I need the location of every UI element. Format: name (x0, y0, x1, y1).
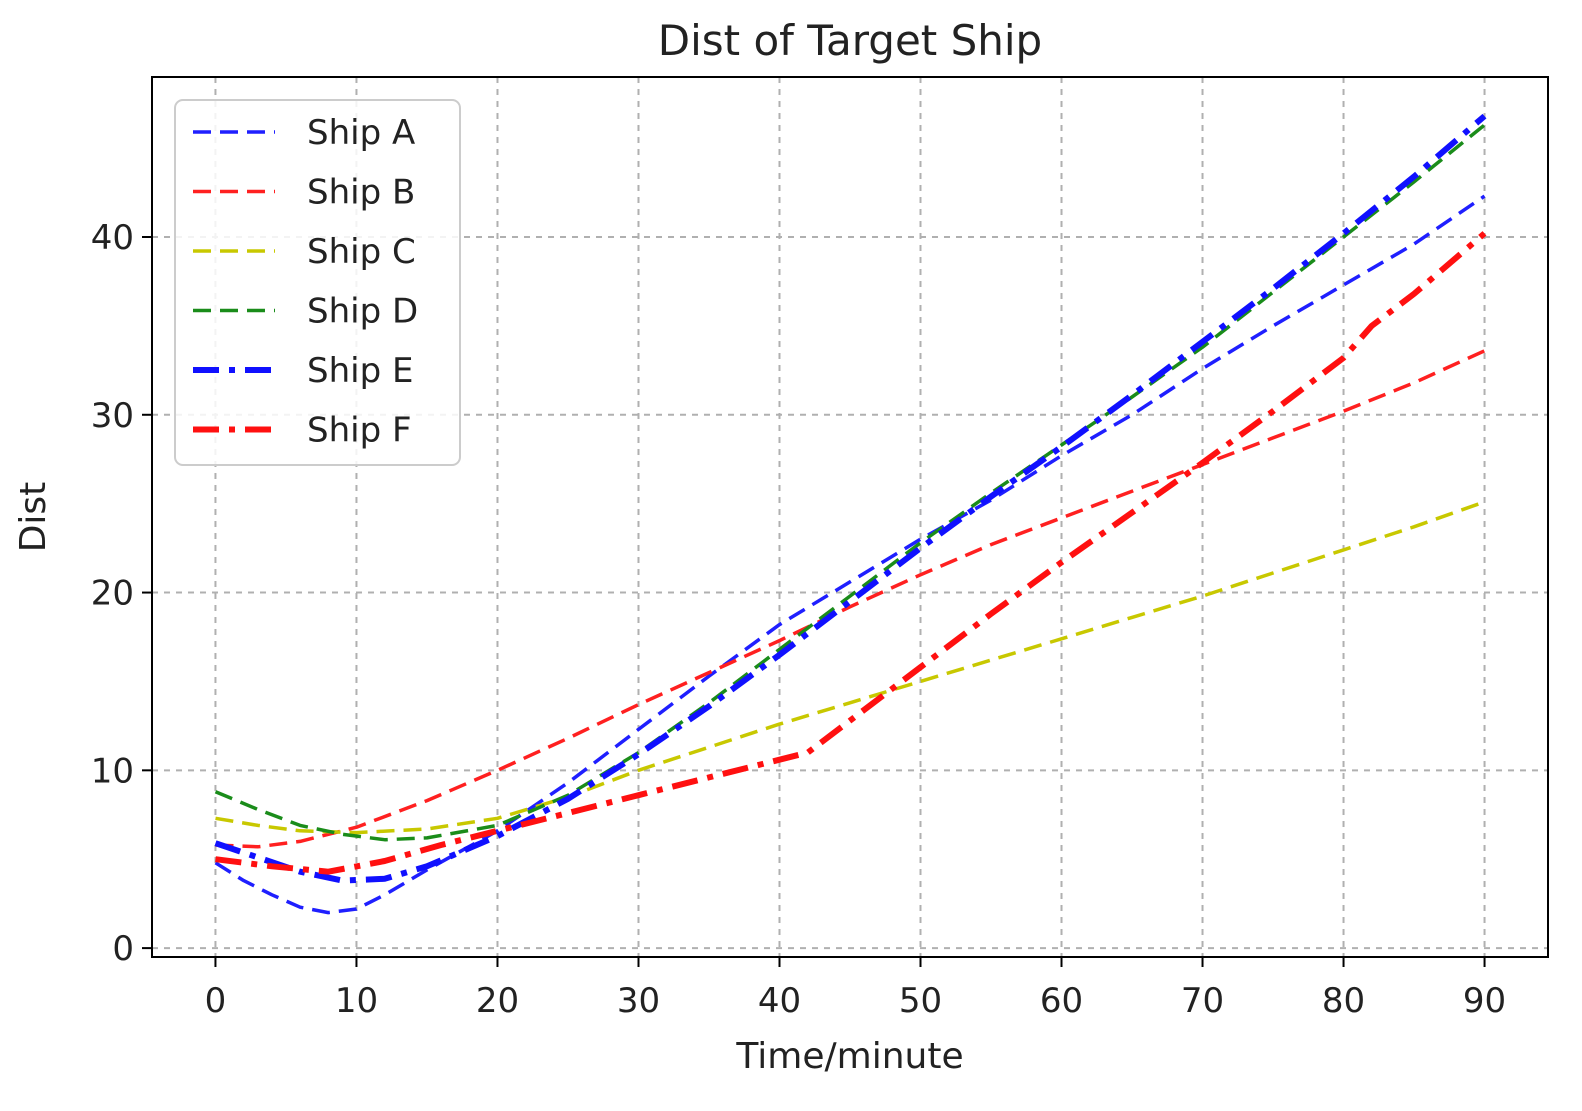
legend-label: Ship C (307, 232, 416, 272)
x-tick-label: 50 (899, 981, 942, 1021)
y-tick-label: 0 (112, 929, 134, 969)
y-axis-label: Dist (13, 482, 54, 553)
series-line-ship-a (214, 194, 1486, 915)
x-tick-label: 20 (476, 981, 519, 1021)
y-tick-label: 30 (91, 396, 134, 436)
series-line-ship-d (214, 123, 1486, 842)
x-tick-label: 0 (205, 981, 227, 1021)
x-axis-label: Time/minute (735, 1036, 963, 1077)
x-tick-label: 80 (1322, 981, 1365, 1021)
legend-label: Ship A (307, 113, 415, 153)
x-tick-label: 30 (617, 981, 660, 1021)
x-tick-label: 60 (1040, 981, 1083, 1021)
y-tick-label: 10 (91, 751, 134, 791)
legend: Ship A Ship B Ship C Ship D Ship E Ship F (174, 99, 461, 466)
legend-box (174, 99, 461, 466)
series-line-ship-c (215, 500, 1486, 835)
chart-title: Dist of Target Ship (658, 16, 1042, 65)
series-line-ship-e (214, 113, 1487, 884)
series-lines (214, 113, 1487, 915)
y-tick-label: 40 (91, 218, 134, 258)
x-tick-label: 40 (758, 981, 801, 1021)
legend-label: Ship F (307, 411, 412, 451)
x-tick-label: 70 (1181, 981, 1224, 1021)
legend-label: Ship B (307, 173, 415, 213)
series-line-ship-f (215, 231, 1487, 875)
y-tick-label: 20 (91, 574, 134, 614)
plot-frame (151, 76, 1549, 958)
legend-label: Ship D (307, 292, 418, 332)
legend-label: Ship E (307, 351, 413, 391)
axis-ticks: 0 10 20 30 40 50 60 70 80 90 0 10 20 30 40 (91, 218, 1506, 1021)
x-tick-label: 90 (1463, 981, 1506, 1021)
x-tick-label: 10 (335, 981, 378, 1021)
